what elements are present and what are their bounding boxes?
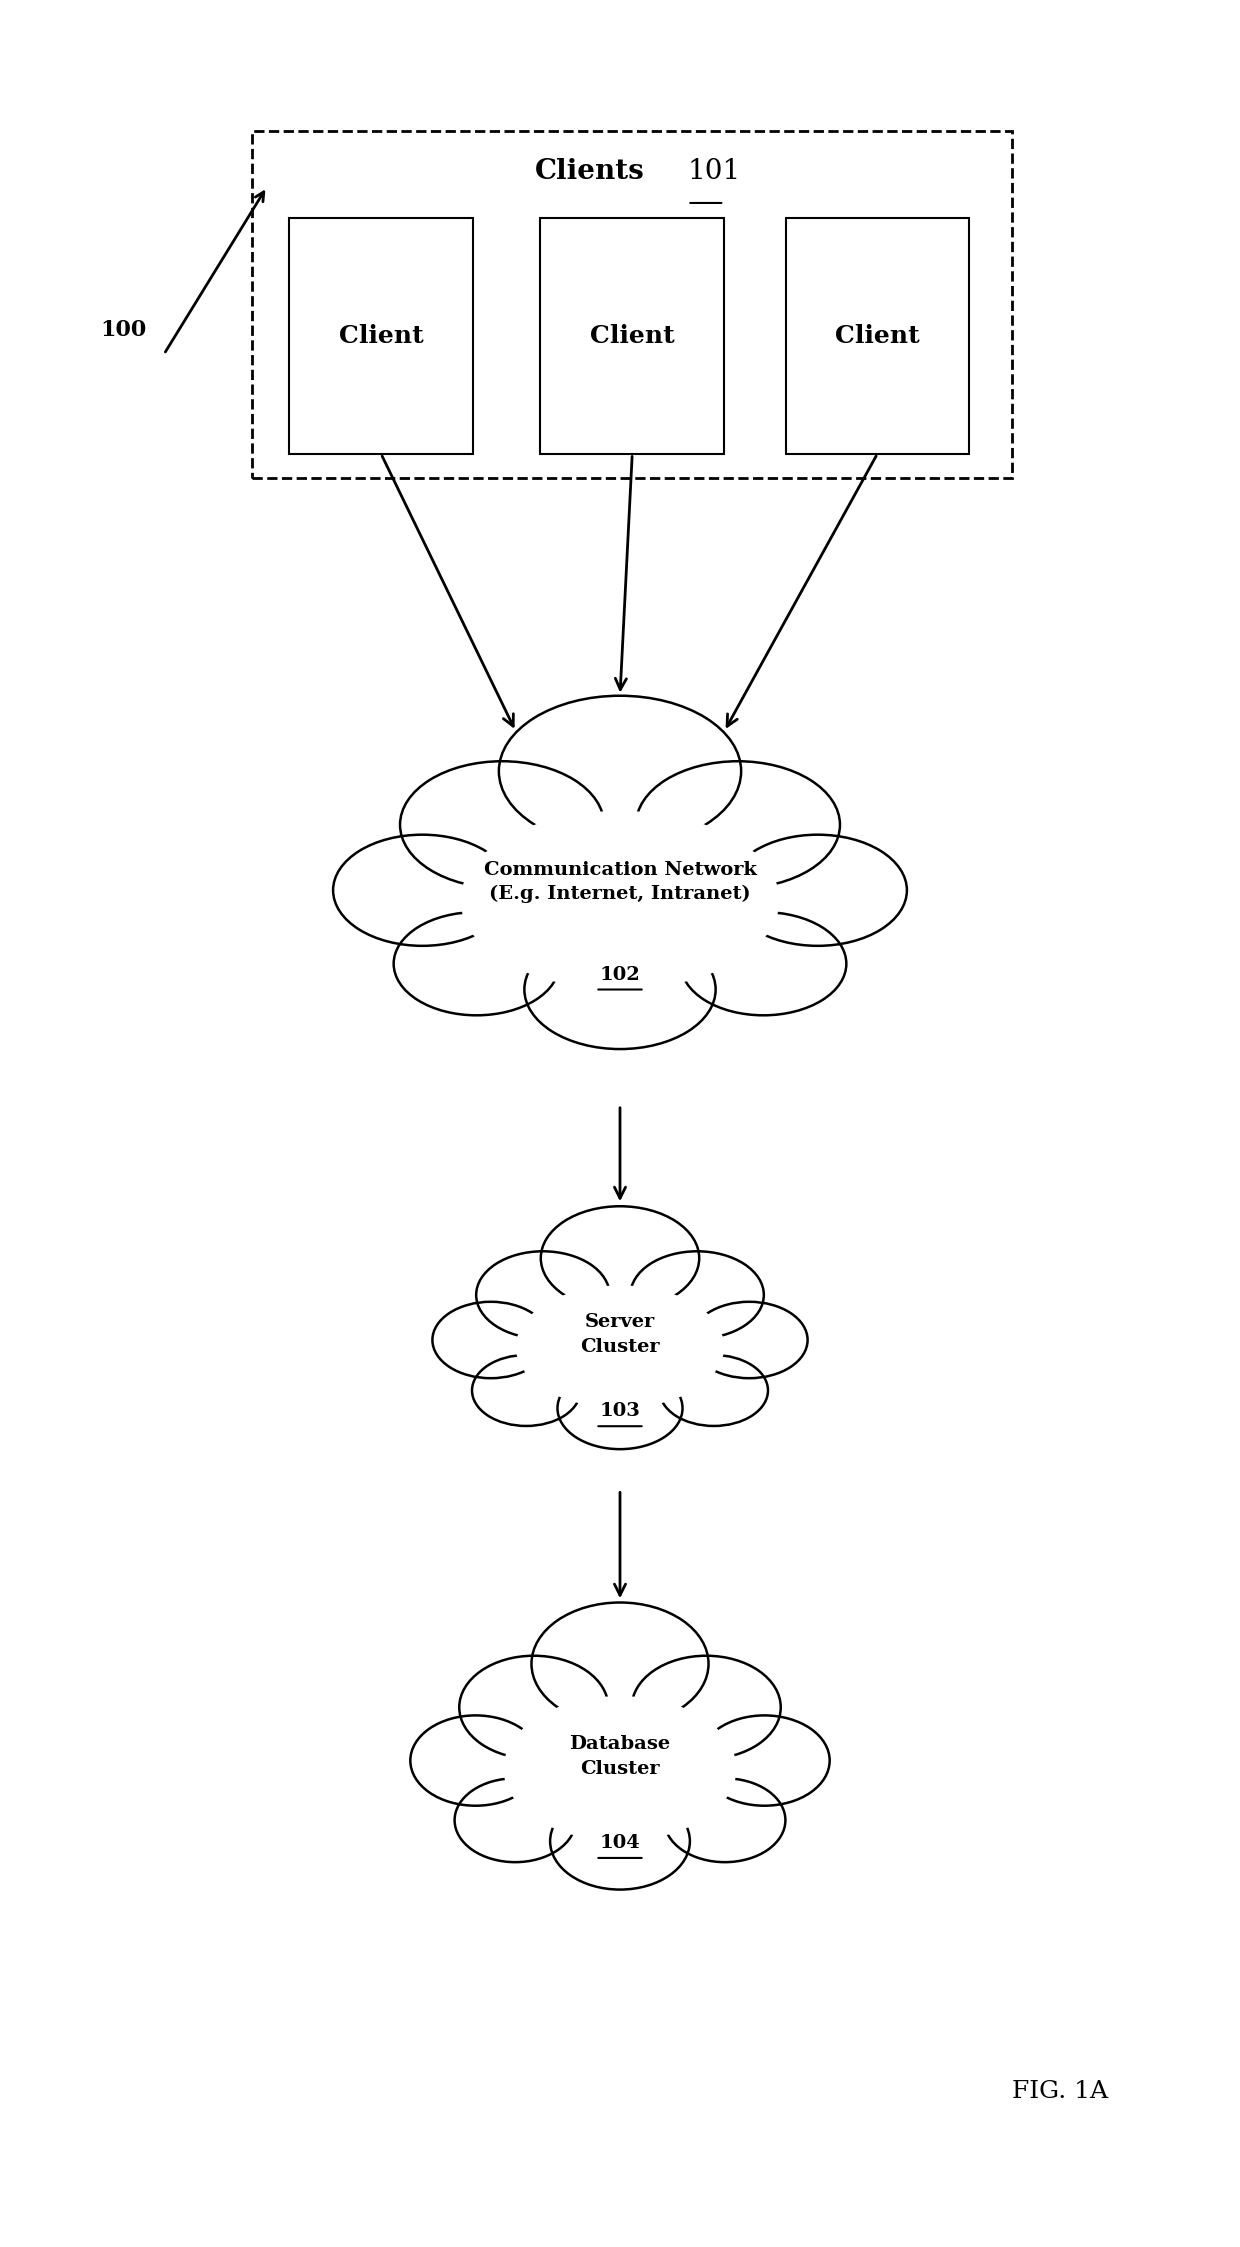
Ellipse shape xyxy=(631,1656,781,1759)
Ellipse shape xyxy=(665,1777,785,1863)
Text: Server
Cluster: Server Cluster xyxy=(580,1312,660,1355)
Ellipse shape xyxy=(532,1602,708,1726)
Ellipse shape xyxy=(681,912,847,1016)
Ellipse shape xyxy=(455,1777,575,1863)
Text: 102: 102 xyxy=(600,966,640,984)
Ellipse shape xyxy=(433,1301,549,1377)
FancyBboxPatch shape xyxy=(541,218,724,454)
Ellipse shape xyxy=(476,1252,610,1339)
Ellipse shape xyxy=(691,1301,807,1377)
Ellipse shape xyxy=(506,1272,734,1422)
Ellipse shape xyxy=(460,811,780,989)
Ellipse shape xyxy=(551,1793,689,1890)
Text: 101: 101 xyxy=(687,157,740,184)
Ellipse shape xyxy=(558,1366,682,1449)
FancyBboxPatch shape xyxy=(785,218,970,454)
Text: Client: Client xyxy=(339,324,423,348)
Text: Client: Client xyxy=(836,324,920,348)
Ellipse shape xyxy=(728,834,906,946)
Text: Client: Client xyxy=(590,324,675,348)
Ellipse shape xyxy=(503,1696,737,1840)
Text: Database
Cluster: Database Cluster xyxy=(569,1735,671,1777)
Text: FIG. 1A: FIG. 1A xyxy=(1012,2081,1109,2103)
Ellipse shape xyxy=(699,1714,830,1807)
Text: 104: 104 xyxy=(600,1834,640,1852)
Ellipse shape xyxy=(525,930,715,1049)
Ellipse shape xyxy=(541,1207,699,1310)
Ellipse shape xyxy=(498,697,742,847)
Ellipse shape xyxy=(660,1355,768,1427)
Ellipse shape xyxy=(636,762,839,888)
Ellipse shape xyxy=(492,1681,748,1858)
Text: 103: 103 xyxy=(600,1402,640,1420)
Ellipse shape xyxy=(472,1355,580,1427)
Ellipse shape xyxy=(410,1714,541,1807)
Ellipse shape xyxy=(334,834,512,946)
Text: Clients: Clients xyxy=(534,157,645,184)
Ellipse shape xyxy=(630,1252,764,1339)
FancyBboxPatch shape xyxy=(289,218,472,454)
Ellipse shape xyxy=(401,762,604,888)
Ellipse shape xyxy=(459,1656,609,1759)
Ellipse shape xyxy=(393,912,559,1016)
Ellipse shape xyxy=(516,1285,724,1409)
Ellipse shape xyxy=(445,791,795,1009)
Text: 100: 100 xyxy=(100,319,146,342)
Text: Communication Network
(E.g. Internet, Intranet): Communication Network (E.g. Internet, In… xyxy=(484,861,756,903)
FancyBboxPatch shape xyxy=(252,130,1012,479)
